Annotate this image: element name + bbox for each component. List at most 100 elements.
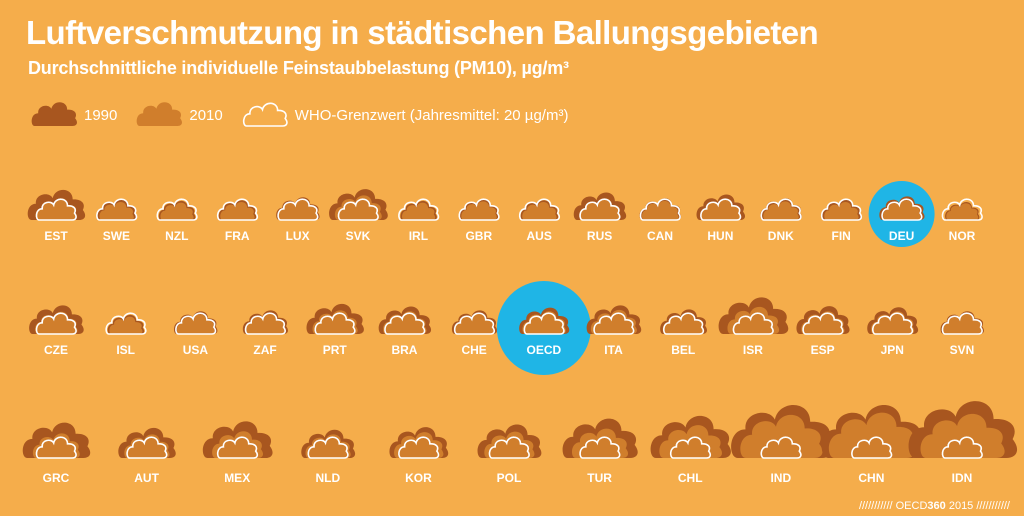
label-bra: BRA (391, 343, 417, 357)
cloud-who-dnk (760, 198, 802, 221)
cloud-2010-svk (334, 195, 382, 220)
cloud-who-isr (732, 312, 774, 335)
cloud-2010-mex (212, 431, 264, 458)
cloud-who-jpn (872, 312, 914, 335)
cloud-2010-isl (109, 316, 143, 334)
cloud-2010-isr (727, 306, 780, 334)
cloud-2010-prt (312, 310, 358, 334)
country-deu: DEU (868, 181, 935, 247)
cloud-who-deu (881, 198, 923, 221)
cloud-2010-grc (32, 433, 80, 458)
label-irl: IRL (409, 229, 428, 243)
label-gbr: GBR (465, 229, 492, 243)
cloud-2010-hun (700, 198, 742, 220)
country-nor: NOR (941, 198, 983, 243)
credit-org: OECD (895, 500, 928, 512)
label-aus: AUS (527, 229, 552, 243)
cloud-who-nor (941, 198, 983, 221)
cloud-2010-aus (522, 201, 557, 220)
cloud-who-prt (314, 312, 356, 335)
country-svk: SVK (329, 189, 388, 243)
country-chn: CHN (821, 405, 923, 485)
country-ita: ITA (586, 305, 642, 357)
legend: 1990 2010 WHO-Grenzwert (Jahresmittel: 2… (30, 100, 586, 130)
country-irl: IRL (398, 198, 440, 243)
country-chl: CHL (650, 415, 731, 485)
cloud-2010-fra (220, 201, 255, 220)
cloud-2010-zaf (245, 312, 286, 334)
label-jpn: JPN (881, 343, 904, 357)
country-grc: GRC (22, 422, 91, 485)
country-fra: FRA (216, 198, 259, 243)
label-chn: CHN (858, 471, 884, 485)
cloud-who-pol (488, 436, 530, 459)
country-jpn: JPN (867, 307, 919, 357)
cloud-who-ita (593, 312, 635, 335)
label-oecd: OECD (527, 343, 562, 357)
cloud-who-cze (35, 312, 77, 335)
cloud-2010-can (642, 200, 679, 220)
label-prt: PRT (323, 343, 348, 357)
label-svn: SVN (950, 343, 975, 357)
cloud-who-hun (700, 198, 742, 221)
label-nor: NOR (949, 229, 976, 243)
cloud-who-rus (579, 198, 621, 221)
cloud-2010-irl (402, 202, 436, 220)
cloud-who-tur (579, 436, 621, 459)
cloud-who-idn (941, 436, 983, 459)
cloud-who-outline-icon (242, 102, 288, 127)
country-che: CHE (451, 310, 498, 357)
label-zaf: ZAF (253, 343, 276, 357)
cloud-who-svn (941, 312, 983, 335)
label-isr: ISR (743, 343, 763, 357)
country-est: EST (27, 189, 86, 243)
label-ind: IND (770, 471, 791, 485)
label-pol: POL (497, 471, 522, 485)
label-lux: LUX (286, 229, 310, 243)
cloud-2010-ind (740, 414, 823, 458)
chart-title: Luftverschmutzung in städtischen Ballung… (26, 14, 819, 51)
legend-item-1990: 1990 (30, 102, 117, 128)
label-deu: DEU (889, 229, 914, 243)
label-mex: MEX (224, 471, 250, 485)
cloud-2010-ita (590, 309, 637, 334)
country-pol: POL (477, 424, 542, 485)
cloud-who-lux (277, 198, 319, 221)
cloud-who-gbr (458, 198, 500, 221)
cloud-who-che (453, 312, 496, 335)
country-esp: ESP (796, 306, 850, 357)
cloud-who-fin (820, 198, 863, 221)
country-gbr: GBR (458, 198, 500, 243)
country-mex: MEX (202, 421, 273, 485)
label-rus: RUS (587, 229, 612, 243)
cloud-2010-kor (394, 432, 444, 458)
country-can: CAN (639, 198, 682, 243)
country-kor: KOR (389, 427, 449, 485)
legend-item-2010: 2010 (135, 102, 223, 128)
credit-footer: /////////// OECD360 2015 /////////// (859, 500, 1010, 512)
label-che: CHE (461, 343, 486, 357)
country-swe: SWE (96, 198, 138, 243)
cloud-who-bra (384, 312, 426, 335)
label-bel: BEL (671, 343, 695, 357)
cloud-1990-icon (31, 102, 77, 126)
country-nzl: NZL (156, 198, 198, 243)
label-chl: CHL (678, 471, 703, 485)
cloud-who-chl (669, 436, 712, 459)
country-usa: USA (173, 311, 218, 357)
label-tur: TUR (587, 471, 612, 485)
cloud-who-nzl (156, 198, 198, 221)
legend-label-2010: 2010 (189, 106, 223, 124)
label-esp: ESP (811, 343, 835, 357)
credit-slashes-right: /////////// (976, 500, 1010, 512)
cloud-2010-chn (828, 412, 916, 458)
credit-year: 2015 (948, 500, 974, 512)
label-grc: GRC (43, 471, 70, 485)
label-nld: NLD (315, 471, 340, 485)
label-can: CAN (647, 229, 673, 243)
cloud-who-can (639, 198, 681, 221)
cloud-2010-tur (571, 428, 629, 458)
cloud-who-esp (802, 312, 844, 335)
country-hun: HUN (696, 194, 746, 243)
